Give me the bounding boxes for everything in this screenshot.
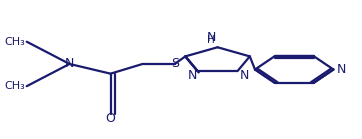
Text: N: N bbox=[65, 57, 74, 70]
Text: N: N bbox=[337, 63, 346, 76]
Text: N: N bbox=[206, 31, 216, 44]
Text: S: S bbox=[171, 57, 179, 70]
Text: CH₃: CH₃ bbox=[4, 37, 25, 47]
Text: N: N bbox=[240, 69, 249, 82]
Text: O: O bbox=[106, 112, 115, 125]
Text: N: N bbox=[188, 69, 197, 82]
Text: H: H bbox=[207, 35, 215, 45]
Text: CH₃: CH₃ bbox=[4, 81, 25, 91]
